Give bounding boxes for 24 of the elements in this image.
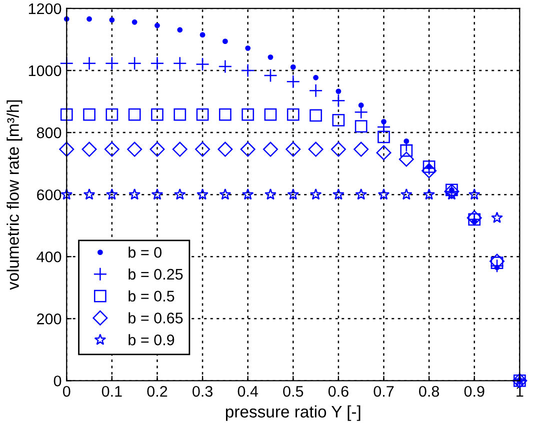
y-axis-title: volumetric flow rate [m³/h] [6,100,22,290]
y-tick-label: 1200 [28,3,62,14]
y-tick-label: 200 [37,314,62,324]
y-tick-label: 800 [36,127,62,138]
x-tick-label: 0.8 [419,386,440,397]
x-tick-label: 0.7 [374,386,394,397]
x-tick-label: 0.5 [283,386,304,397]
legend-label: b = 0.25 [128,268,183,280]
y-tick-label: 0 [54,376,62,386]
y-tick-label: 1000 [28,65,62,76]
x-tick-label: 0.4 [238,386,258,397]
x-tick-label: 0.9 [464,386,484,397]
x-tick-label: 0.6 [328,386,348,397]
y-tick-label: 600 [37,189,62,200]
x-tick-label: 0.1 [102,386,122,397]
x-tick-label: 0 [62,386,70,397]
legend-label: b = 0 [128,246,162,258]
legend-label: b = 0.5 [128,290,174,302]
y-tick-label: 400 [36,251,62,262]
x-tick-label: 0.2 [147,386,168,397]
legend-label: b = 0.65 [128,312,183,324]
x-axis-title: pressure ratio Y [-] [226,405,360,421]
legend-label: b = 0.9 [128,334,174,346]
x-tick-label: 0.3 [192,386,212,397]
